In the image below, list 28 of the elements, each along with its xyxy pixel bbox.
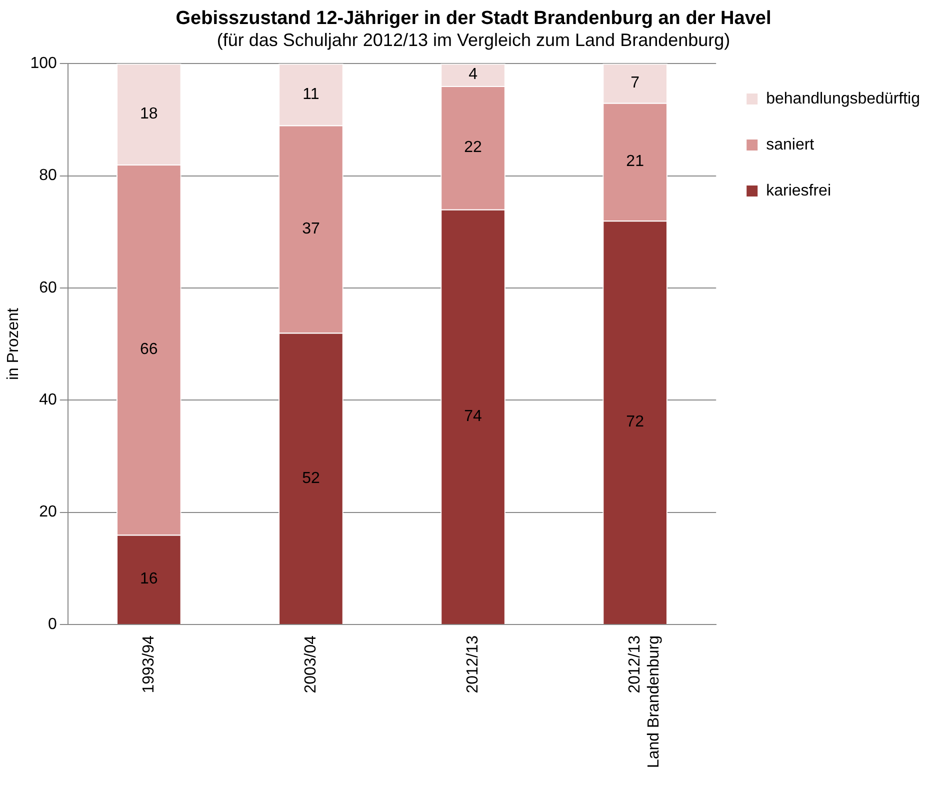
y-tick-label: 20 bbox=[39, 504, 57, 521]
data-label: 11 bbox=[302, 86, 320, 103]
data-label: 22 bbox=[464, 139, 482, 156]
data-label: 4 bbox=[468, 66, 478, 84]
y-tick-label: 40 bbox=[39, 392, 57, 409]
data-label: 66 bbox=[140, 341, 158, 358]
data-label: 52 bbox=[302, 470, 320, 487]
data-label: 74 bbox=[464, 408, 482, 426]
y-tick-label: 100 bbox=[30, 55, 57, 72]
legend-label: kariesfrei bbox=[766, 182, 831, 200]
data-label: 7 bbox=[630, 74, 640, 92]
y-tick-label: 60 bbox=[39, 279, 57, 296]
legend-label: saniert bbox=[766, 136, 815, 154]
y-tick-label: 0 bbox=[48, 616, 57, 633]
data-label: 21 bbox=[626, 153, 644, 170]
chart-subtitle: (für das Schuljahr 2012/13 im Vergleich zum Land Brandenburg) bbox=[216, 30, 732, 51]
chart-title: Gebisszustand 12-Jähriger in der Stadt Brandenburg an der Havel bbox=[174, 8, 772, 30]
data-label: 18 bbox=[140, 105, 158, 122]
x-tick-label: 2012/13 Land Brandenburg bbox=[626, 635, 663, 768]
y-tick-label: 80 bbox=[39, 167, 57, 184]
legend-label: behandlungsbedürftig bbox=[766, 90, 920, 108]
data-label: 16 bbox=[140, 570, 158, 588]
x-tick-label: 2003/04 bbox=[302, 635, 320, 694]
x-tick-label: 2012/13 bbox=[464, 635, 482, 694]
data-label: 37 bbox=[302, 220, 320, 238]
y-axis-title: in Prozent bbox=[5, 307, 22, 380]
data-label: 72 bbox=[626, 414, 644, 431]
x-tick-label: 1993/94 bbox=[140, 635, 158, 694]
